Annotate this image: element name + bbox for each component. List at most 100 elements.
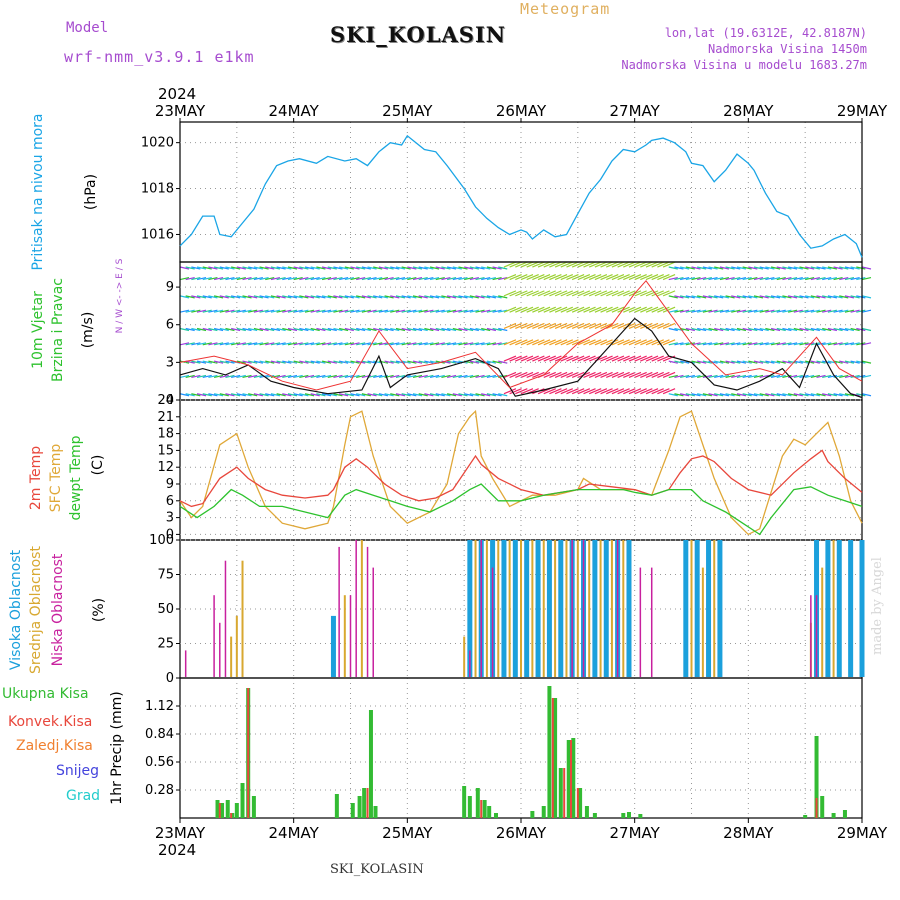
wind-barb: [520, 274, 534, 281]
wind-barb: [537, 355, 551, 362]
wind-barb: [708, 342, 718, 346]
pressure-unit: (hPa): [83, 174, 99, 210]
wind-barb: [770, 374, 781, 379]
wind-barb: [668, 393, 678, 397]
wind-barb: [219, 360, 229, 364]
wind-barb: [401, 342, 411, 346]
cloud-axis-title-high: Visoka Oblacnost: [8, 549, 24, 670]
wind-barb: [685, 342, 695, 346]
wind-barb: [839, 374, 849, 379]
wind-barb: [833, 342, 843, 346]
wind-barb: [196, 360, 207, 364]
wind-barb: [549, 290, 562, 297]
wind-barb: [299, 374, 309, 379]
wind-barb: [520, 388, 534, 395]
wind-barb: [475, 393, 485, 397]
wind-barb: [259, 276, 269, 281]
wind-barb: [640, 274, 653, 281]
wind-barb: [776, 295, 786, 299]
wind-barb: [787, 309, 798, 313]
total-precip-bar: [482, 800, 487, 818]
wind-barb: [259, 327, 269, 332]
wind-barb: [441, 393, 451, 397]
cloud-bar-mid: [531, 540, 534, 677]
wind-barb: [458, 309, 468, 313]
wind-barb: [299, 327, 309, 332]
wind-barb: [191, 327, 201, 332]
wind-barb: [179, 393, 190, 397]
conv-precip-bar: [570, 740, 573, 818]
wind-barb: [350, 295, 360, 299]
wind-barb: [327, 276, 337, 281]
cloud-bar-mid: [235, 615, 238, 677]
wind-barb: [196, 327, 207, 332]
wind-barb: [742, 374, 752, 379]
wind-barb: [822, 309, 832, 313]
wind-barb: [827, 276, 838, 281]
wind-gust-line: [179, 280, 863, 391]
wind-barb: [668, 276, 678, 281]
wind-barb: [645, 355, 659, 362]
wind-barb: [577, 388, 591, 395]
wind-barb: [833, 360, 843, 364]
wind-barb: [594, 290, 608, 297]
wind-barb: [543, 290, 556, 297]
wind-barb: [395, 295, 406, 299]
wind-barb: [208, 276, 218, 281]
top-date-label: 26MAY: [496, 102, 547, 120]
wind-barb: [424, 295, 434, 299]
wind-barb: [429, 276, 440, 281]
wind-barb: [231, 266, 241, 270]
wind-barb: [333, 342, 343, 346]
wind-barb: [583, 339, 596, 346]
wind-barb: [839, 276, 849, 281]
wind-barb: [441, 342, 451, 346]
wind-barb: [248, 342, 258, 346]
wind-barb: [634, 322, 647, 330]
wind-barb: [446, 360, 457, 364]
wind-barb: [265, 276, 275, 281]
wind-barb: [299, 276, 309, 281]
wind-barb: [515, 290, 528, 297]
wind-barb: [554, 388, 568, 395]
temperature-ytick-label: 6: [166, 494, 174, 509]
total-precip-bar: [240, 783, 245, 818]
conv-precip-bar: [366, 788, 369, 818]
wind-barb: [287, 266, 298, 270]
wind-barb: [367, 393, 377, 397]
wind-barb: [253, 374, 264, 379]
wind-barb: [384, 309, 394, 313]
wind-barb: [270, 309, 281, 313]
wind-barb: [424, 276, 434, 281]
wind-barb: [321, 393, 332, 397]
wind-barb: [526, 290, 539, 297]
wind-barb: [276, 276, 286, 281]
wind-barb: [588, 339, 602, 346]
wind-barb: [657, 371, 670, 378]
cloud-bar-high: [825, 540, 831, 677]
wind-barb: [702, 276, 712, 281]
wind-barb: [333, 327, 343, 332]
wind-barb: [532, 355, 545, 362]
wind-barb: [765, 393, 775, 397]
temperature-ytick-label: 24: [157, 393, 174, 408]
wind-barb: [577, 290, 591, 297]
wind-barb: [554, 306, 568, 313]
wind-barb: [861, 393, 872, 397]
wind-barb: [554, 261, 568, 268]
wind-barb: [583, 261, 596, 268]
total-precip-bar: [215, 800, 220, 818]
wind-barb: [680, 374, 690, 379]
wind-barb: [742, 309, 752, 313]
wind-barb: [219, 327, 229, 332]
wind-barb: [390, 266, 400, 270]
cloud-bar-mid: [832, 540, 835, 677]
cloud-bar-mid: [713, 540, 716, 677]
cloud-bar-mid: [497, 540, 500, 677]
cloud-bar-low: [480, 540, 482, 677]
wind-barb: [691, 327, 701, 332]
wind-barb: [759, 393, 769, 397]
wind-barb: [208, 342, 218, 346]
wind-barb: [179, 295, 190, 299]
